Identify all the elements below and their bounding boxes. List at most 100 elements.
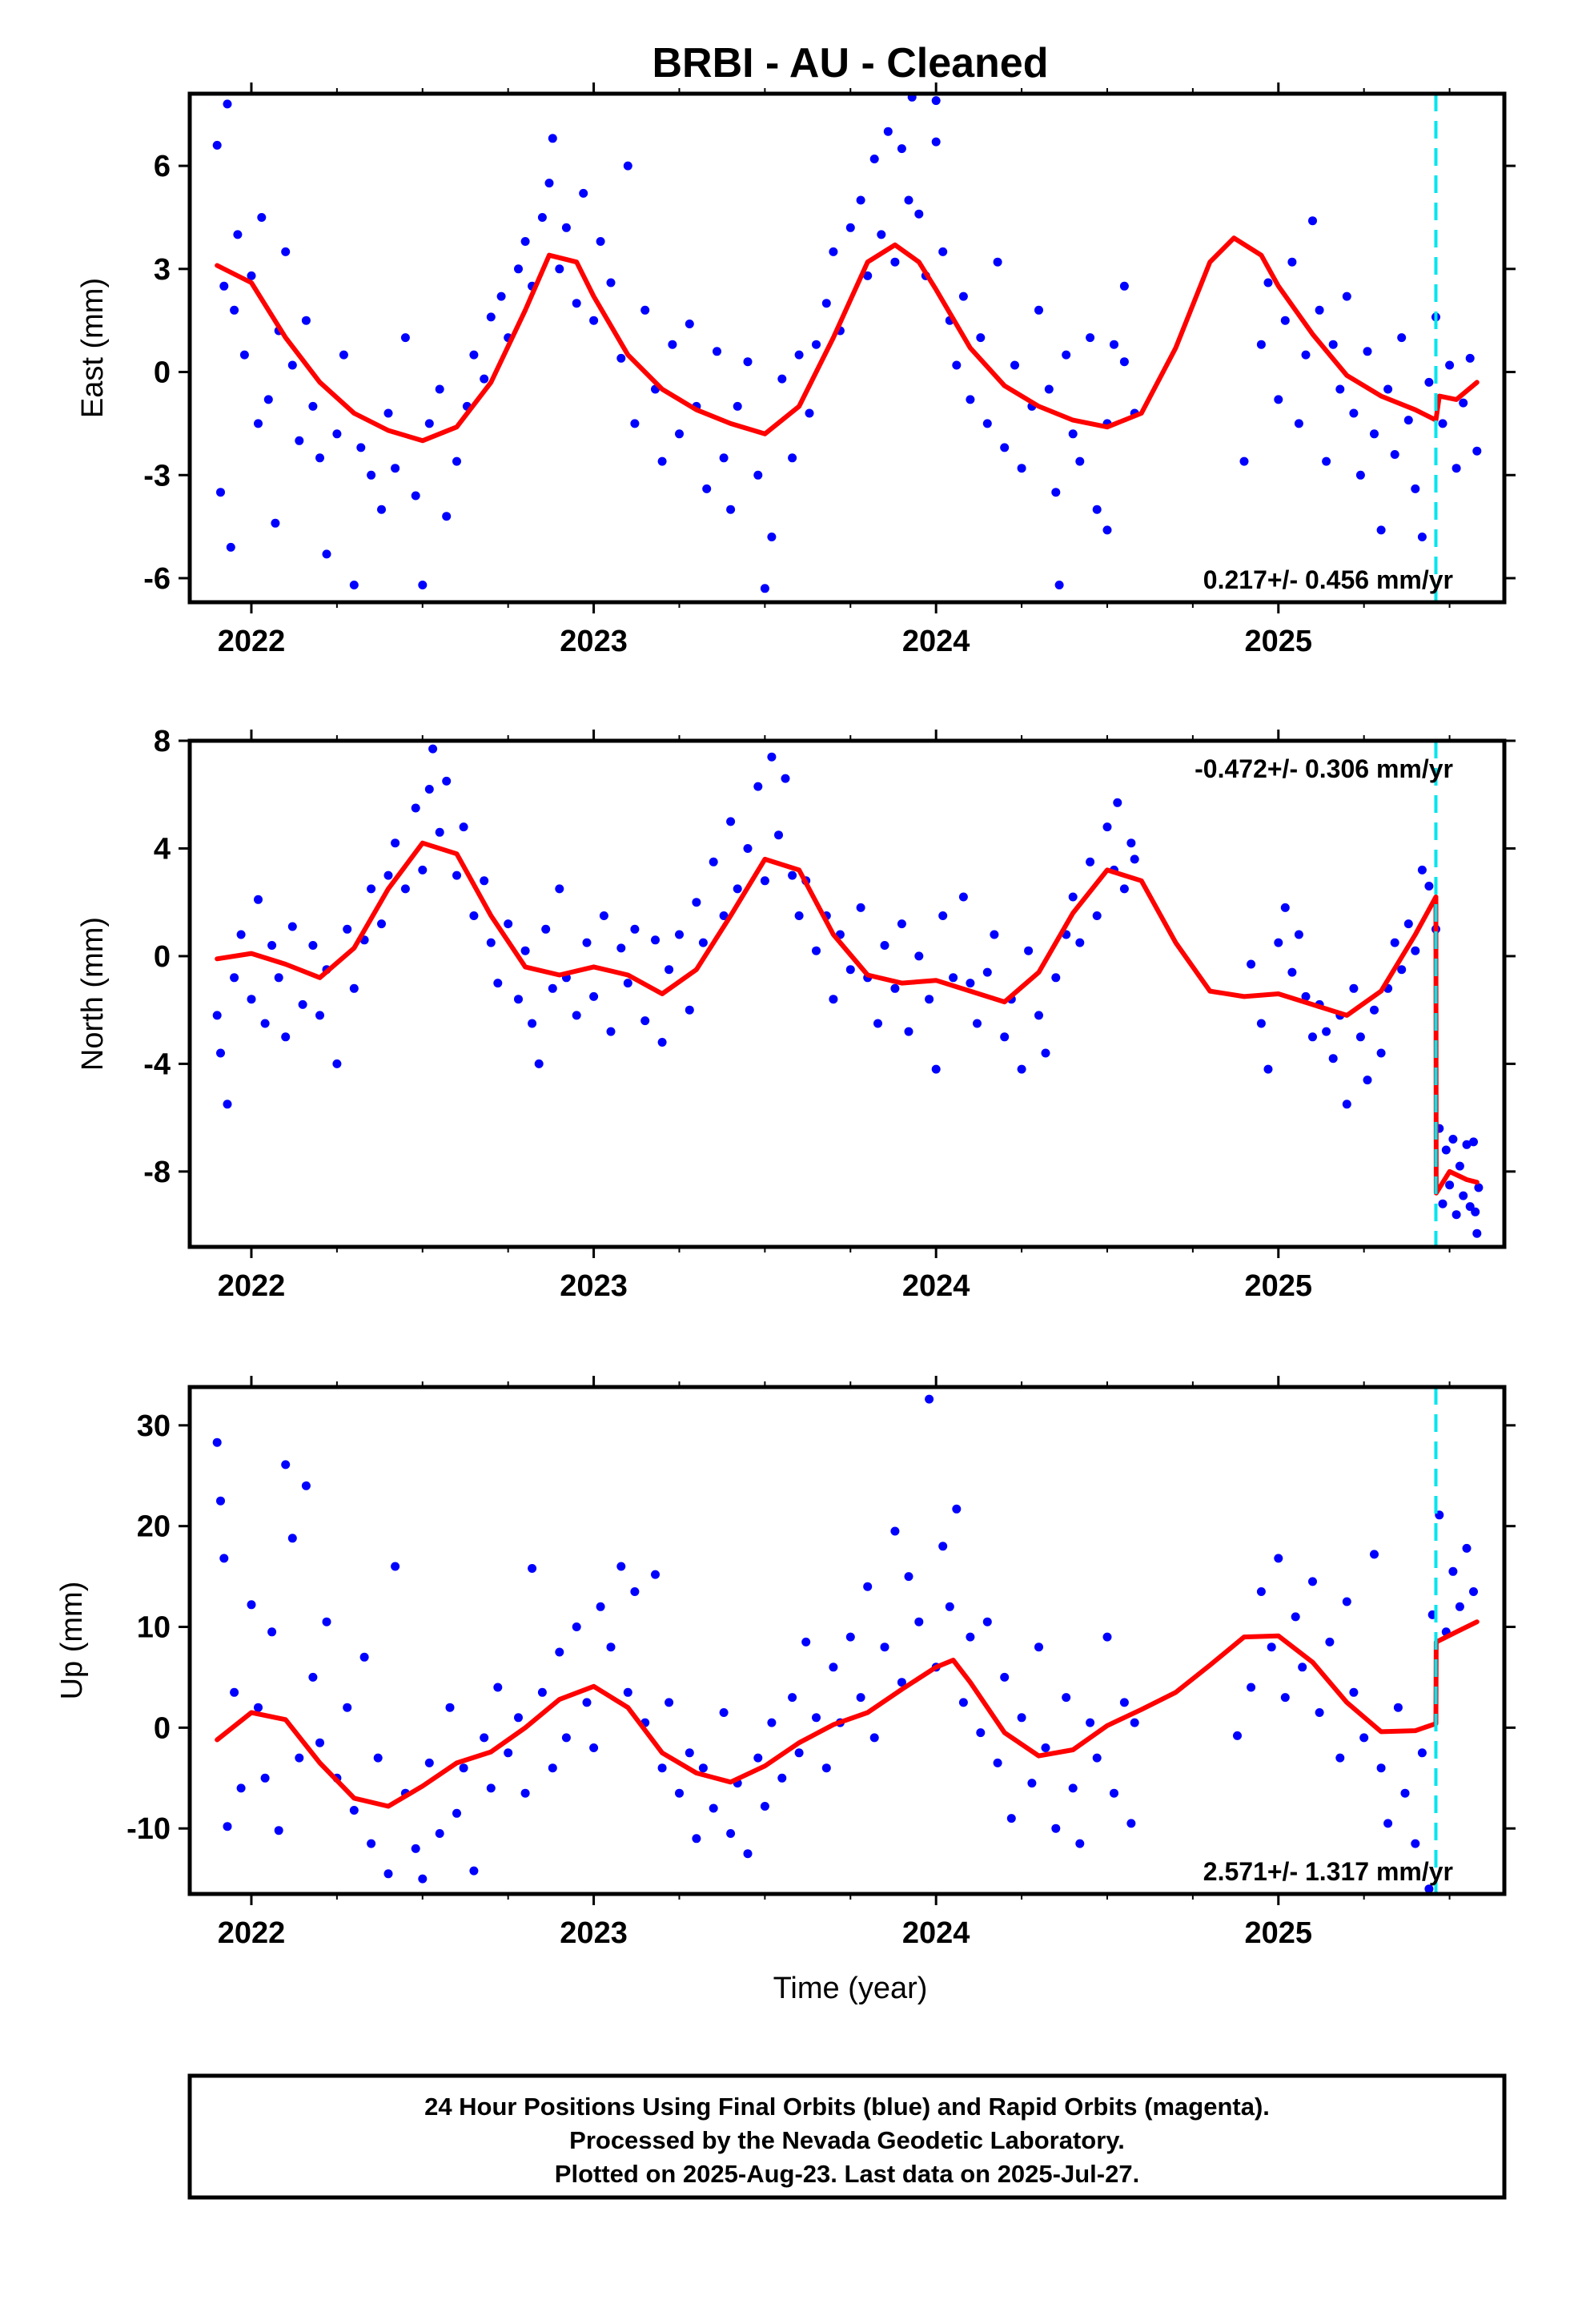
east-point-65 [702, 484, 712, 493]
up-point-21 [359, 1652, 369, 1662]
east-point-99 [958, 292, 968, 301]
north-point-97 [1000, 1032, 1010, 1042]
east-point-26 [377, 505, 386, 514]
up-point-28 [418, 1874, 428, 1884]
up-point-64 [726, 1829, 736, 1838]
east-point-134 [1328, 340, 1338, 349]
up-point-110 [1110, 1788, 1118, 1798]
east-ytick-label-3: 3 [154, 253, 171, 287]
east-point-78 [812, 340, 821, 349]
up-point-35 [480, 1733, 489, 1743]
north-point-65 [733, 884, 742, 894]
east-point-29 [400, 333, 410, 343]
east-point-51 [579, 188, 588, 198]
east-point-68 [726, 505, 736, 514]
east-point-2 [219, 281, 229, 291]
east-point-53 [596, 237, 605, 246]
north-point-93 [966, 979, 975, 988]
up-point-101 [1034, 1642, 1043, 1652]
up-point-52 [623, 1687, 632, 1697]
north-point-145 [1445, 1180, 1455, 1190]
east-point-52 [589, 316, 599, 325]
north-point-133 [1376, 1048, 1386, 1058]
north-point-21 [377, 919, 386, 929]
up-point-32 [452, 1808, 461, 1818]
up-point-34 [469, 1866, 479, 1876]
north-point-64 [726, 817, 736, 826]
east-point-40 [496, 292, 506, 301]
north-point-51 [616, 943, 626, 953]
north-point-114 [1130, 854, 1139, 864]
north-point-62 [709, 857, 718, 866]
east-point-62 [675, 429, 684, 439]
north-point-147 [1452, 1210, 1461, 1220]
east-point-45 [537, 213, 547, 222]
up-point-71 [788, 1693, 797, 1703]
east-point-151 [1445, 360, 1455, 370]
east-point-155 [1472, 446, 1482, 456]
north-point-148 [1455, 1161, 1464, 1171]
east-point-148 [1424, 377, 1434, 387]
north-ytick-label-2: 0 [154, 940, 171, 974]
north-point-115 [1247, 959, 1256, 969]
east-point-153 [1459, 398, 1468, 408]
east-point-38 [480, 374, 489, 384]
north-point-77 [829, 995, 838, 1004]
north-rate-text: -0.472+/- 0.306 mm/yr [1195, 754, 1453, 783]
north-panel: -8 -4 0 4 8 2022 2023 2024 2025 North (mm) -0.472+… [76, 725, 1516, 1303]
east-point-19 [315, 453, 324, 463]
north-marks [212, 741, 1484, 1247]
east-point-16 [295, 436, 304, 445]
up-point-9 [267, 1627, 277, 1637]
north-point-125 [1322, 1027, 1331, 1036]
east-point-1 [216, 488, 225, 497]
east-ytick-label-2: 0 [154, 356, 171, 390]
north-point-109 [1102, 822, 1112, 832]
north-point-139 [1417, 865, 1427, 875]
north-point-26 [418, 865, 428, 875]
east-point-120 [1054, 581, 1064, 589]
north-point-117 [1263, 1064, 1273, 1074]
east-point-7 [239, 350, 249, 360]
east-point-37 [469, 350, 479, 360]
up-point-46 [572, 1622, 581, 1631]
up-point-96 [993, 1758, 1002, 1767]
up-point-6 [247, 1600, 256, 1610]
up-point-131 [1383, 1819, 1393, 1828]
east-point-8 [247, 271, 256, 280]
east-point-21 [332, 429, 342, 439]
east-point-35 [452, 456, 461, 466]
east-point-69 [733, 401, 742, 411]
up-xtick-label-1: 2023 [560, 1916, 628, 1950]
up-point-20 [349, 1806, 359, 1815]
north-point-101 [1034, 1011, 1043, 1020]
north-point-22 [383, 870, 393, 880]
up-point-124 [1325, 1637, 1335, 1647]
up-point-4 [230, 1687, 239, 1697]
up-point-24 [383, 1869, 393, 1879]
east-point-77 [805, 408, 814, 418]
east-point-121 [1102, 525, 1112, 535]
east-point-124 [1256, 340, 1266, 349]
north-point-113 [1126, 838, 1136, 848]
east-point-61 [668, 340, 677, 349]
up-point-47 [582, 1698, 592, 1707]
north-ytick-label-1: -4 [143, 1047, 171, 1081]
north-point-105 [1068, 892, 1078, 902]
up-point-19 [343, 1703, 352, 1712]
chart-title: BRBI - AU - Cleaned [652, 40, 1049, 86]
north-point-36 [493, 979, 503, 988]
east-point-17 [301, 316, 311, 325]
north-point-47 [582, 938, 592, 947]
up-point-7 [254, 1703, 263, 1712]
up-point-112 [1126, 1819, 1136, 1828]
north-xtick-label-1: 2023 [560, 1269, 628, 1303]
up-point-62 [709, 1803, 718, 1813]
east-point-143 [1390, 450, 1399, 459]
north-point-82 [873, 1019, 882, 1028]
east-point-138 [1355, 470, 1365, 480]
east-point-20 [322, 549, 331, 559]
north-point-1 [216, 1048, 225, 1058]
north-point-28 [428, 744, 438, 754]
up-point-76 [829, 1663, 838, 1672]
